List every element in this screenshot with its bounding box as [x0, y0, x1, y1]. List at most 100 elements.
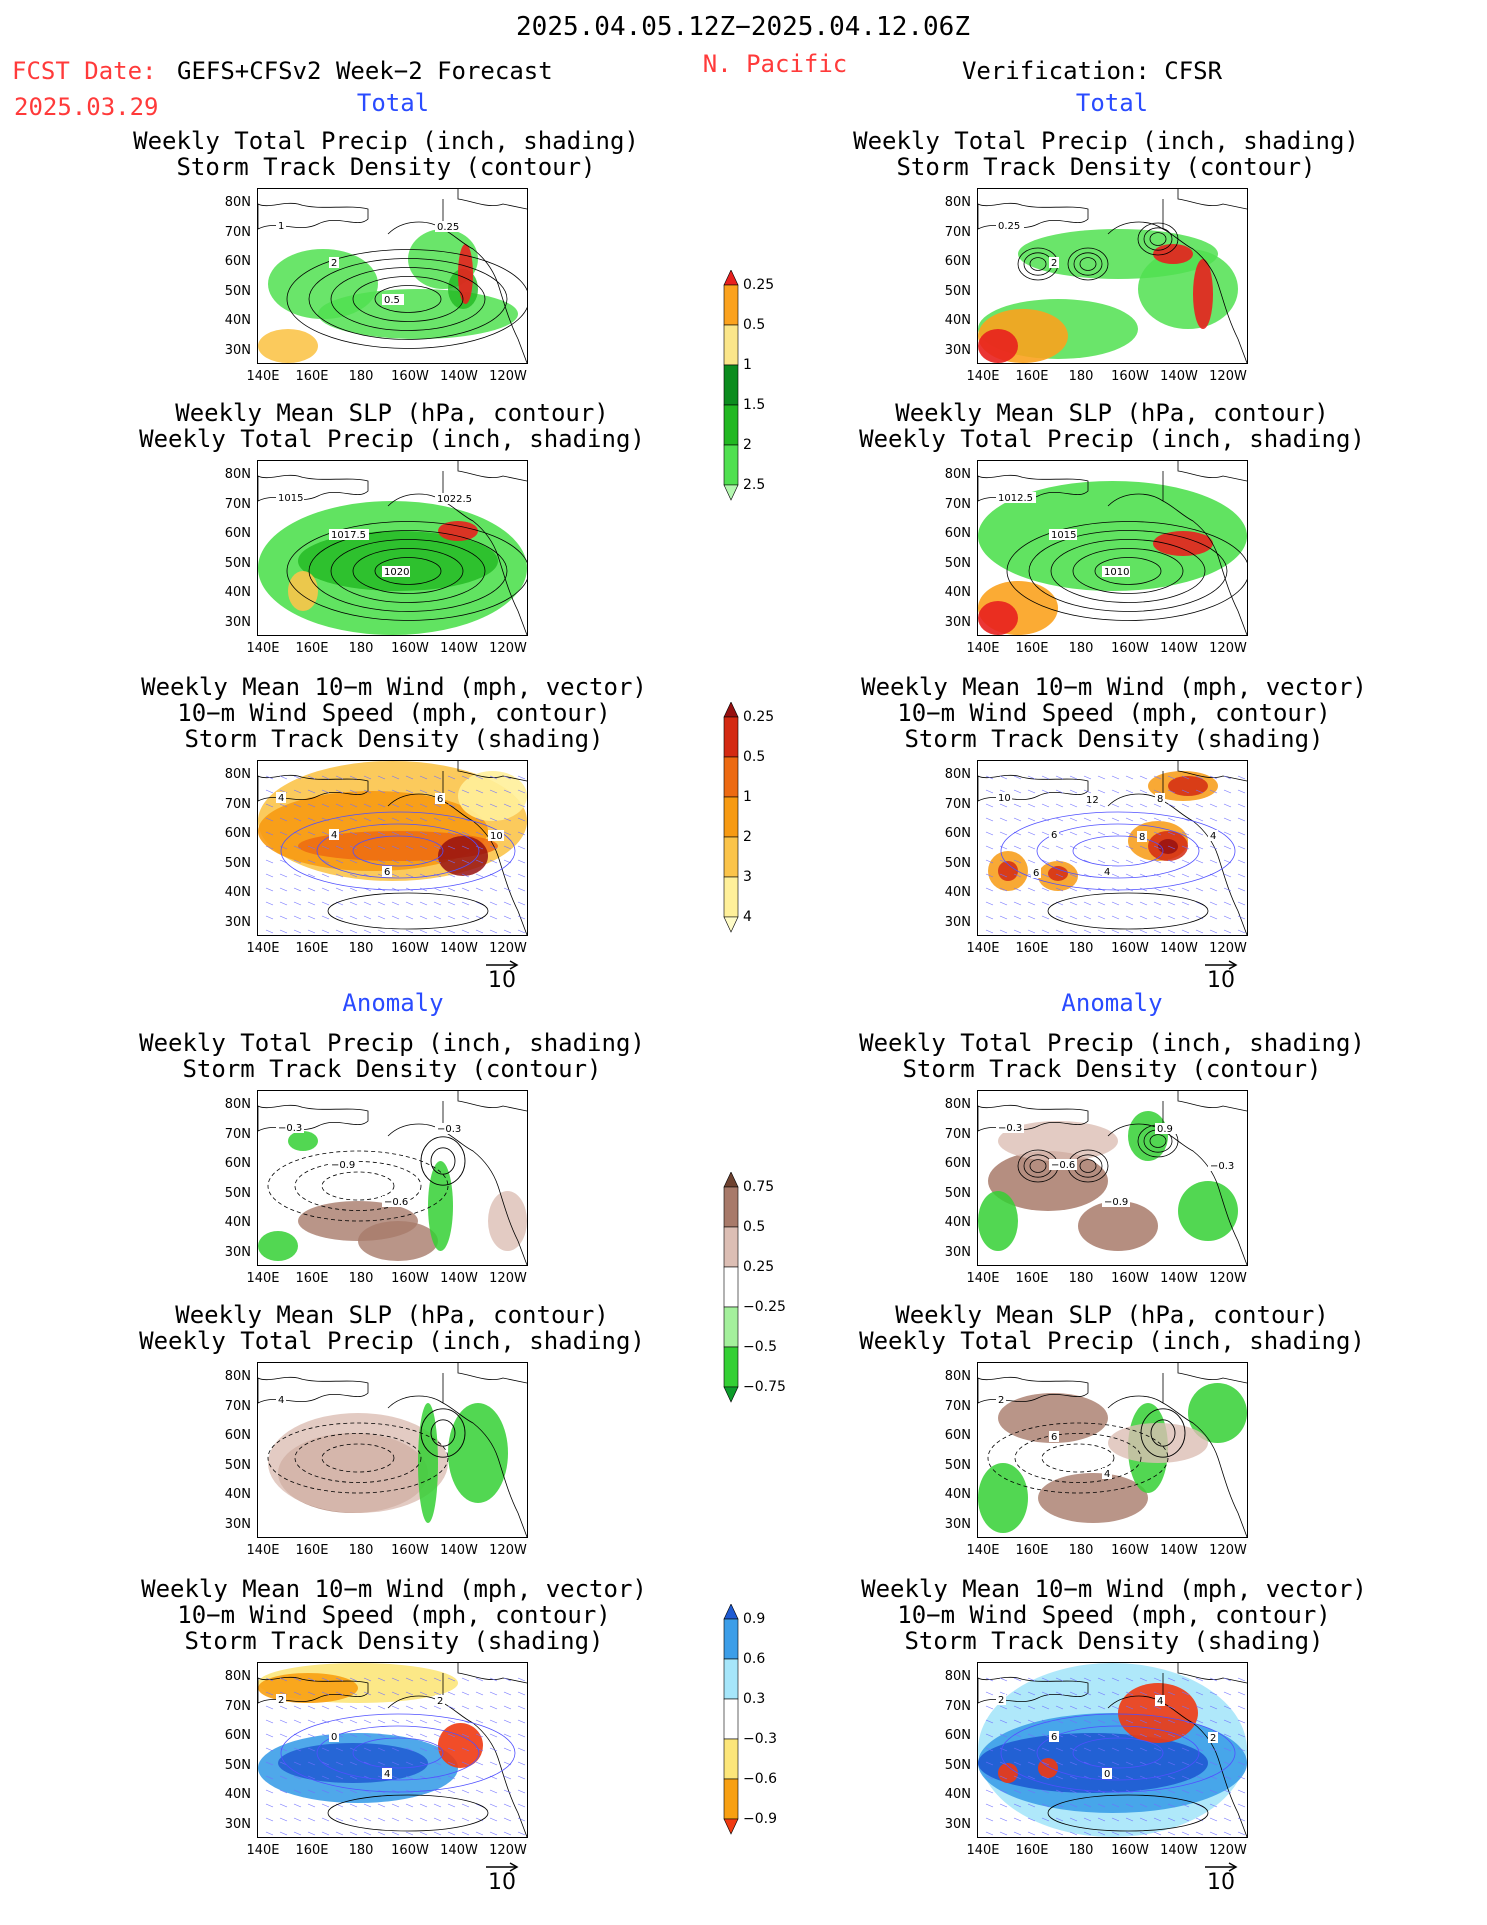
lat-tick-label: 40N	[944, 585, 971, 600]
wind-vector	[1055, 1817, 1064, 1822]
contour-label: 6	[437, 794, 443, 805]
lat-tick-label: 60N	[944, 1428, 971, 1443]
lon-tick-label: 140E	[246, 641, 280, 656]
wind-vector	[293, 1691, 302, 1696]
wind-vector	[517, 1789, 526, 1794]
wind-vector	[985, 1817, 994, 1822]
wind-vector	[1055, 1719, 1064, 1724]
lon-tick-label: 180	[348, 1843, 374, 1858]
wind-vector	[335, 1705, 344, 1710]
wind-vector	[293, 1817, 302, 1822]
wind-vector	[1041, 1705, 1050, 1710]
wind-vector	[1223, 915, 1232, 920]
wind-vector	[321, 929, 330, 934]
wind-vector	[1181, 915, 1190, 920]
wind-vector	[1111, 1747, 1120, 1752]
contour-label: 1	[278, 221, 284, 232]
contour-label: 6	[1051, 1732, 1057, 1743]
colorbar-level-label: 0.5	[743, 1219, 766, 1235]
wind-vector	[391, 789, 400, 794]
section-anomaly-verification: Anomaly	[1061, 989, 1163, 1017]
wind-vector	[503, 901, 512, 906]
wind-vector	[1055, 1705, 1064, 1710]
wind-vector	[1041, 1789, 1050, 1794]
wind-vector	[1055, 775, 1064, 780]
lat-tick-label: 50N	[944, 555, 971, 571]
shading-region	[978, 1463, 1028, 1533]
wind-vector	[1223, 901, 1232, 906]
wind-vector	[1083, 1747, 1092, 1752]
wind-vector	[517, 817, 526, 822]
shading-region	[448, 1403, 508, 1503]
wind-vector	[1013, 803, 1022, 808]
coastline-asia	[258, 1376, 369, 1404]
wind-vector	[433, 1831, 442, 1836]
wind-vector	[1223, 1747, 1232, 1752]
wind-vector	[1237, 1733, 1246, 1738]
wind-vector	[279, 803, 288, 808]
wind-vector	[391, 1691, 400, 1696]
wind-vector	[419, 803, 428, 808]
wind-vector	[1055, 789, 1064, 794]
wind-vector	[517, 845, 526, 850]
wind-vector	[447, 887, 456, 892]
wind-vector	[391, 1789, 400, 1794]
wind-vector	[1013, 1817, 1022, 1822]
wind-vector	[1111, 845, 1120, 850]
contour-label: 6	[1051, 830, 1057, 841]
contour-label-bg	[1049, 1431, 1059, 1442]
contour-line	[286, 249, 527, 349]
contour-label: 0.5	[384, 295, 400, 306]
wind-vector	[1041, 859, 1050, 864]
lat-tick-label: 80N	[224, 1669, 251, 1684]
wind-vector	[517, 1761, 526, 1766]
map-vr-total-slp: 1012.5 1015 1010	[977, 460, 1248, 636]
wind-vector	[363, 1747, 372, 1752]
wind-vector	[307, 1775, 316, 1780]
map-fc-anom-slp: 4	[257, 1362, 528, 1538]
wind-vector	[1167, 1733, 1176, 1738]
wind-vector	[293, 1789, 302, 1794]
wind-vector	[1195, 873, 1204, 878]
wind-vector	[461, 1677, 470, 1682]
contour-label: 4	[1104, 867, 1110, 878]
wind-vector	[405, 859, 414, 864]
wind-vector	[419, 901, 428, 906]
wind-vector	[307, 803, 316, 808]
lon-tick-label: 160W	[391, 1271, 429, 1286]
wind-vector	[1111, 887, 1120, 892]
wind-vector	[1209, 1761, 1218, 1766]
wind-vector	[1237, 1789, 1246, 1794]
contour-label: 4	[1210, 831, 1216, 842]
lon-tick-label: 120W	[1209, 1271, 1247, 1286]
wind-vector	[447, 1747, 456, 1752]
lon-tick-label: 120W	[489, 1271, 527, 1286]
colorbar-level-label: −0.9	[743, 1811, 777, 1827]
wind-vector	[1237, 873, 1246, 878]
lat-tick-label: 60N	[224, 526, 251, 541]
wind-vector	[447, 803, 456, 808]
contour-line	[1137, 222, 1179, 256]
wind-vector	[1055, 817, 1064, 822]
colorbar-level-label: 1	[743, 789, 752, 805]
wind-vector	[1125, 859, 1134, 864]
wind-vector	[1195, 831, 1204, 836]
wind-vector	[1111, 873, 1120, 878]
wind-vector	[447, 1775, 456, 1780]
colorbar-triangle-top	[723, 1172, 739, 1188]
wind-vector	[293, 1705, 302, 1710]
title-fc-total-wind: Weekly Mean 10−m Wind (mph, vector) 10−m …	[141, 673, 647, 753]
vector-scale-fc-anom: 10	[482, 1862, 522, 1894]
contour-line	[352, 835, 444, 867]
wind-vector	[1195, 775, 1204, 780]
wind-vector	[461, 915, 470, 920]
wind-vector	[1153, 1761, 1162, 1766]
contour-line-dashed	[267, 1422, 449, 1494]
wind-vector	[447, 1733, 456, 1738]
wind-vector	[419, 1677, 428, 1682]
wind-vector	[1237, 1817, 1246, 1822]
wind-vector	[279, 1705, 288, 1710]
wind-vector	[1013, 1705, 1022, 1710]
shading-region	[258, 329, 318, 363]
wind-vector	[1055, 887, 1064, 892]
